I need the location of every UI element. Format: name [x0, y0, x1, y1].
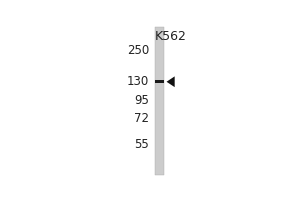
Text: K562: K562 — [155, 30, 187, 43]
Polygon shape — [167, 76, 175, 87]
Bar — [155, 27, 164, 175]
Text: 72: 72 — [134, 112, 149, 125]
Text: 95: 95 — [134, 95, 149, 108]
Text: 250: 250 — [127, 44, 149, 57]
Text: 55: 55 — [134, 138, 149, 151]
Text: 130: 130 — [127, 75, 149, 88]
Bar — [155, 80, 164, 83]
